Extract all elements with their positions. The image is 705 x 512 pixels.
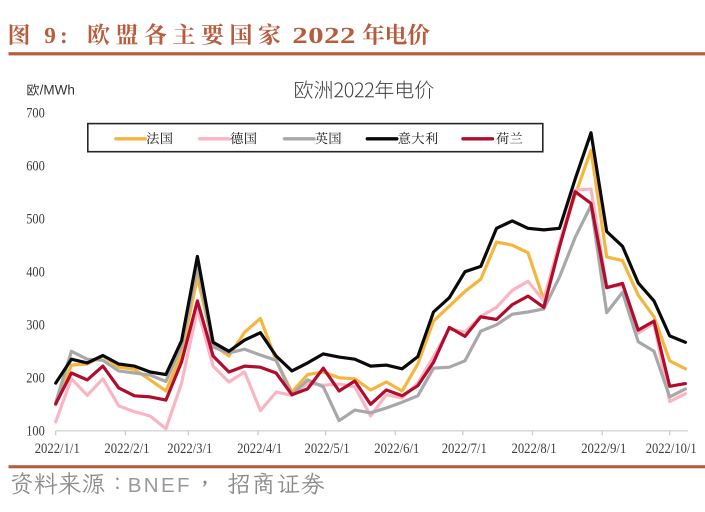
svg-text:2022/3/1: 2022/3/1 [167,441,212,457]
svg-text:500: 500 [26,211,45,227]
svg-text:400: 400 [26,264,45,280]
svg-text:2022/4/1: 2022/4/1 [237,441,282,457]
svg-text:2022/7/1: 2022/7/1 [442,441,487,457]
svg-text:100: 100 [26,424,45,440]
svg-text:2022/2/1: 2022/2/1 [104,441,149,457]
svg-text:2022/9/1: 2022/9/1 [581,441,626,457]
svg-text:/MWh: /MWh [40,83,75,98]
svg-text:2022/10/1: 2022/10/1 [646,441,697,457]
svg-text:2022/6/1: 2022/6/1 [374,441,419,457]
svg-text:BNEF: BNEF [128,474,192,497]
svg-text:2022/5/1: 2022/5/1 [305,441,350,457]
svg-text:700: 700 [26,105,45,121]
svg-text:600: 600 [26,158,45,174]
svg-text:200: 200 [26,371,45,387]
svg-text:2022/1/1: 2022/1/1 [35,441,80,457]
svg-text:2022/8/1: 2022/8/1 [512,441,557,457]
svg-text:300: 300 [26,318,45,334]
